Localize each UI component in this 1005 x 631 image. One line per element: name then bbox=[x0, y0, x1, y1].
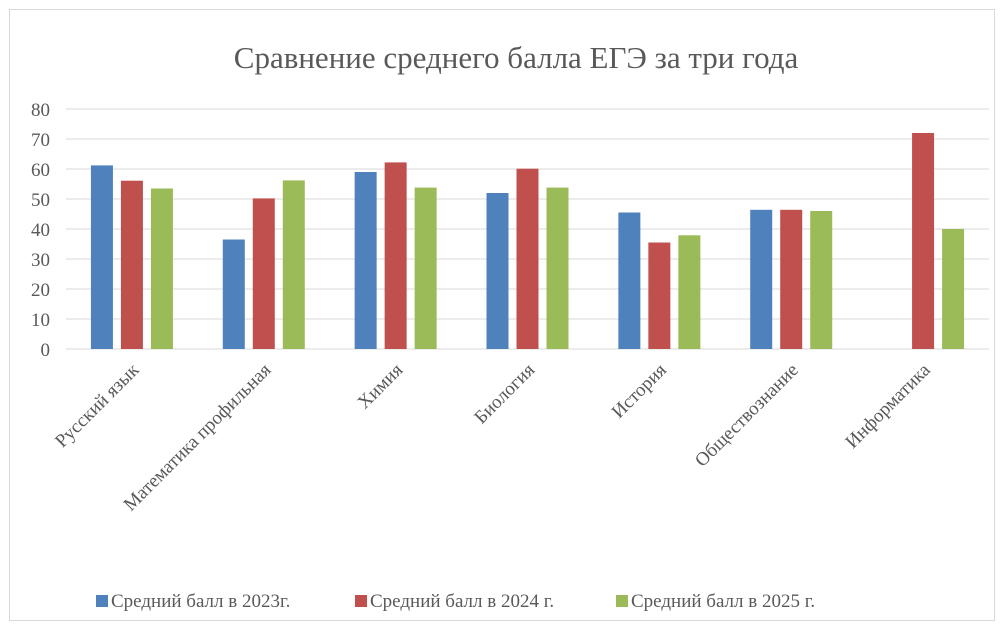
legend-label: Средний балл в 2025 г. bbox=[631, 591, 815, 612]
bar-2-6 bbox=[780, 209, 803, 349]
bar-3-2 bbox=[282, 180, 305, 349]
bar-3-3 bbox=[414, 187, 437, 349]
x-tick-label: Математика профильная bbox=[120, 360, 276, 516]
chart-title: Сравнение среднего балла ЕГЭ за три года bbox=[234, 40, 799, 75]
y-tick-label: 0 bbox=[41, 340, 51, 361]
bar-2-3 bbox=[384, 162, 407, 349]
y-tick-label: 80 bbox=[31, 100, 50, 121]
y-tick-label: 20 bbox=[31, 280, 50, 301]
y-tick-label: 50 bbox=[31, 190, 50, 211]
bars bbox=[90, 133, 965, 349]
x-tick-label: Биология bbox=[470, 360, 539, 429]
bar-1-1 bbox=[90, 165, 113, 349]
bar-1-4 bbox=[486, 193, 509, 349]
legend-label: Средний балл в 2024 г. bbox=[370, 591, 554, 612]
bar-chart: Сравнение среднего балла ЕГЭ за три года… bbox=[31, 40, 989, 612]
bar-3-4 bbox=[546, 187, 569, 349]
bar-2-2 bbox=[252, 198, 275, 349]
x-tick-label: Химия bbox=[354, 360, 408, 414]
x-tick-label: История bbox=[608, 360, 671, 423]
legend-swatch bbox=[616, 595, 628, 607]
bar-2-4 bbox=[516, 168, 539, 349]
bar-3-6 bbox=[810, 211, 833, 349]
legend-swatch bbox=[355, 595, 367, 607]
bar-2-1 bbox=[120, 180, 143, 349]
legend-swatch bbox=[96, 595, 108, 607]
bar-1-2 bbox=[222, 239, 245, 349]
x-tick-label: Информатика bbox=[842, 359, 935, 452]
bar-1-5 bbox=[618, 212, 641, 349]
chart-frame: Сравнение среднего балла ЕГЭ за три года… bbox=[9, 9, 995, 621]
bar-3-7 bbox=[942, 229, 965, 349]
bar-1-3 bbox=[354, 172, 377, 349]
x-tick-label: Русский язык bbox=[51, 359, 144, 452]
x-tick-label: Обществознание bbox=[691, 360, 803, 472]
legend: Средний балл в 2023г. Средний балл в 2024… bbox=[96, 591, 815, 612]
y-axis: 0 10 20 30 40 50 60 70 80 bbox=[31, 100, 50, 361]
y-tick-label: 10 bbox=[31, 310, 50, 331]
y-tick-label: 30 bbox=[31, 250, 50, 271]
bar-3-5 bbox=[678, 235, 701, 349]
legend-label: Средний балл в 2023г. bbox=[111, 591, 290, 612]
bar-3-1 bbox=[150, 188, 173, 349]
bar-2-5 bbox=[648, 242, 671, 349]
y-tick-label: 40 bbox=[31, 220, 50, 241]
bar-1-6 bbox=[750, 209, 773, 349]
bar-2-7 bbox=[912, 133, 935, 349]
y-tick-label: 70 bbox=[31, 130, 50, 151]
y-tick-label: 60 bbox=[31, 160, 50, 181]
